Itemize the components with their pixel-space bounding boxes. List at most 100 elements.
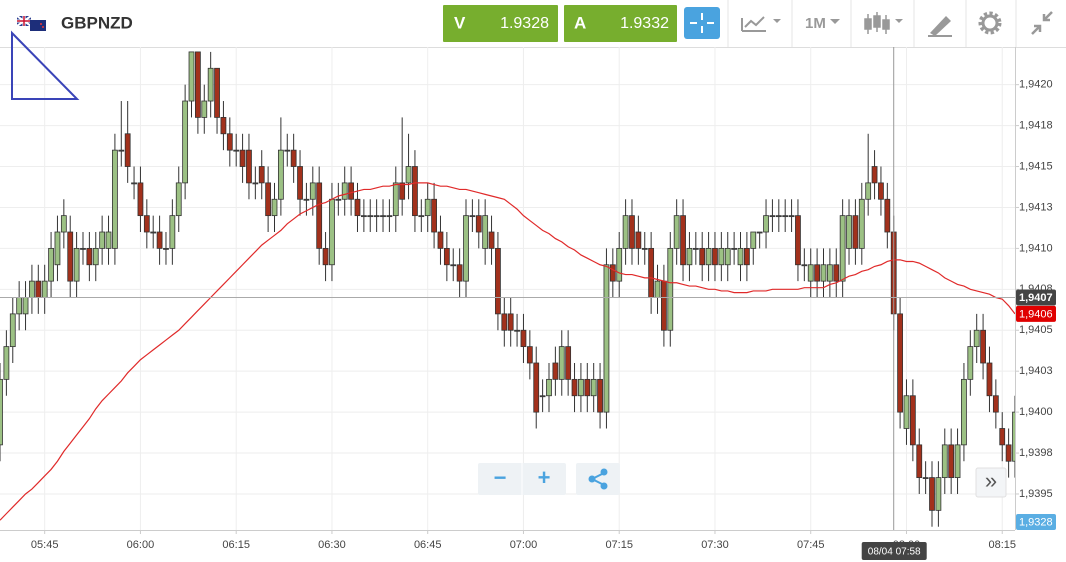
x-tick-label: 06:15	[222, 539, 250, 551]
candle-body	[341, 182, 348, 200]
candle-body	[156, 231, 163, 249]
candle-body	[297, 166, 303, 200]
candle-body	[826, 264, 833, 282]
x-tick-label: 07:45	[797, 539, 825, 551]
candle-body	[584, 378, 591, 397]
sell-label[interactable]: V	[454, 13, 466, 32]
candle-body	[443, 247, 450, 266]
candle-body	[948, 444, 955, 479]
candle-body	[150, 231, 157, 234]
candle-body	[329, 198, 335, 266]
candle-body	[763, 215, 769, 233]
candle-body	[246, 149, 252, 184]
timeframe-button[interactable]: 1M	[805, 15, 840, 32]
candle-body	[373, 215, 380, 218]
candle-body	[961, 378, 967, 446]
candle-body	[118, 149, 125, 152]
y-tick-label: 1,9410	[1019, 242, 1053, 254]
candle-body	[922, 477, 929, 480]
crosshair-button[interactable]	[684, 7, 720, 39]
candle-body	[782, 215, 789, 218]
chart-style-button[interactable]	[741, 16, 781, 32]
grid: 1,94201,94181,94151,94131,94101,94081,94…	[0, 47, 1053, 551]
candle-body	[737, 247, 744, 266]
x-tick-label: 08:15	[988, 539, 1016, 551]
timeframe[interactable]: 1M	[805, 15, 826, 32]
draw-tool-button[interactable]	[928, 16, 952, 37]
candle-body	[724, 247, 731, 266]
candle-body	[463, 215, 469, 282]
buy-price[interactable]: 1.9332	[620, 15, 669, 32]
candle-body	[233, 149, 240, 152]
collapse-button[interactable]	[1031, 11, 1053, 35]
candle-body	[903, 395, 910, 429]
candle-body	[1005, 444, 1012, 462]
toolbar-separators	[727, 0, 1017, 47]
candle-body	[386, 215, 393, 218]
candle-body	[495, 247, 501, 315]
candle-body	[265, 182, 272, 217]
candle-body	[769, 215, 776, 218]
candle-body	[137, 182, 144, 217]
candle-body	[73, 247, 80, 282]
candle-body	[220, 117, 227, 135]
candle-body	[692, 247, 699, 250]
candle-body	[839, 215, 846, 282]
candle-body	[271, 198, 278, 217]
candle-body	[712, 247, 718, 266]
zoom-in-button[interactable]: +	[538, 465, 551, 490]
candle-body	[884, 198, 891, 233]
buy-label[interactable]: A	[574, 13, 586, 32]
candle-type-button[interactable]	[864, 12, 903, 34]
candle-body	[424, 198, 431, 217]
candle-body	[367, 215, 374, 218]
y-tick-label: 1,9420	[1019, 79, 1053, 91]
buy-button[interactable]: A 1.9332	[564, 5, 677, 42]
y-tick-label: 1,9418	[1019, 119, 1053, 131]
candle-body	[673, 215, 680, 249]
scroll-end-button[interactable]: »	[975, 467, 1007, 498]
zoom-controls: − +	[478, 463, 566, 495]
scroll-end-label[interactable]: »	[985, 468, 997, 493]
zoom-out-button[interactable]: −	[494, 465, 507, 490]
sell-price[interactable]: 1.9328	[500, 15, 549, 32]
candle-body	[507, 313, 514, 331]
candle-body	[833, 264, 840, 282]
candle-body	[865, 182, 872, 200]
sell-button[interactable]: V 1.9328	[443, 5, 558, 42]
candle-body	[80, 247, 86, 250]
candle-body	[3, 346, 10, 380]
candle-body	[354, 198, 361, 217]
candle-body	[469, 215, 476, 218]
candle-body	[788, 215, 795, 218]
candle-body	[92, 247, 99, 266]
candle-body	[565, 346, 572, 380]
candle-body	[29, 280, 35, 298]
candle-body	[188, 51, 195, 102]
plot	[0, 51, 1015, 527]
candle-body	[99, 231, 106, 249]
candle-body	[909, 395, 916, 446]
candle-body	[743, 247, 750, 266]
candle-body	[578, 378, 584, 397]
candle-body	[16, 297, 23, 315]
y-tick-label: 1,9398	[1019, 447, 1053, 459]
candle-body	[322, 247, 329, 266]
candle-body	[552, 362, 559, 380]
candle-body	[456, 264, 463, 282]
candle-body	[820, 264, 827, 282]
ma-value-label: 1,9406	[1019, 308, 1053, 320]
settings-button[interactable]	[978, 11, 1002, 35]
share-button[interactable]	[576, 463, 620, 495]
candle-body	[169, 215, 176, 249]
candle-body	[207, 67, 214, 102]
candle-body	[0, 378, 3, 446]
candle-body	[654, 280, 661, 298]
candle-body	[335, 198, 342, 201]
candle-body	[756, 231, 763, 234]
drawn-triangle[interactable]	[11, 30, 80, 100]
x-tick-label: 07:15	[605, 539, 633, 551]
candle-body	[501, 313, 508, 331]
